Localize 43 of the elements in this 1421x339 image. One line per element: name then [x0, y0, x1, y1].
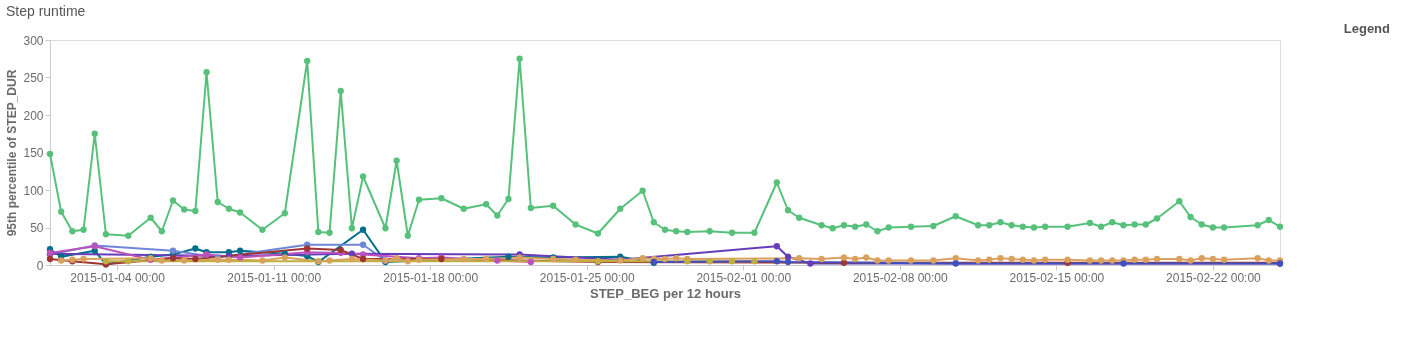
x-axis-title: STEP_BEG per 12 hours: [590, 285, 741, 301]
point: [784, 253, 792, 260]
x-tick-label: 2015-02-01 00:00: [696, 270, 792, 285]
point: [773, 258, 780, 265]
x-tick-label: 2015-02-22 00:00: [1166, 270, 1262, 285]
point: [807, 260, 814, 267]
point: [359, 226, 367, 233]
point: [236, 247, 244, 254]
point: [169, 255, 177, 262]
y-tick-label: 150: [23, 146, 44, 160]
point: [169, 247, 177, 254]
point: [359, 255, 367, 263]
chart-title: Step runtime: [5, 3, 86, 19]
point: [728, 258, 736, 265]
point: [359, 241, 367, 248]
point: [494, 257, 501, 264]
point: [125, 258, 132, 265]
x-tick-label: 2015-01-18 00:00: [383, 270, 479, 285]
point: [784, 258, 792, 266]
point: [348, 250, 356, 257]
y-tick-label: 100: [23, 183, 44, 198]
point: [751, 258, 758, 265]
point: [304, 245, 311, 252]
x-tick-label: 2015-01-25 00:00: [539, 270, 635, 285]
y-tick-label: 0: [36, 258, 44, 273]
x-tick-label: 2015-01-11 00:00: [227, 270, 322, 285]
point: [192, 245, 199, 252]
y-tick-label: 200: [23, 108, 44, 123]
point: [706, 258, 713, 265]
y-tick-label: 300: [23, 33, 44, 48]
point: [236, 254, 244, 261]
point: [505, 253, 512, 260]
x-tick-label: 2015-02-08 00:00: [852, 270, 949, 285]
text: Legend: [1343, 21, 1391, 36]
point: [527, 258, 534, 266]
y-axis-title: 95th percentile of STEP_DUR: [5, 69, 20, 237]
y-tick-label: 50: [30, 221, 44, 235]
y-tick-label: 250: [23, 71, 44, 85]
x-tick-label: 2015-01-04 00:00: [70, 270, 166, 285]
point: [192, 255, 199, 263]
point: [773, 243, 780, 250]
x-tick-label: 2015-02-15 00:00: [1009, 270, 1105, 285]
point: [952, 260, 959, 267]
